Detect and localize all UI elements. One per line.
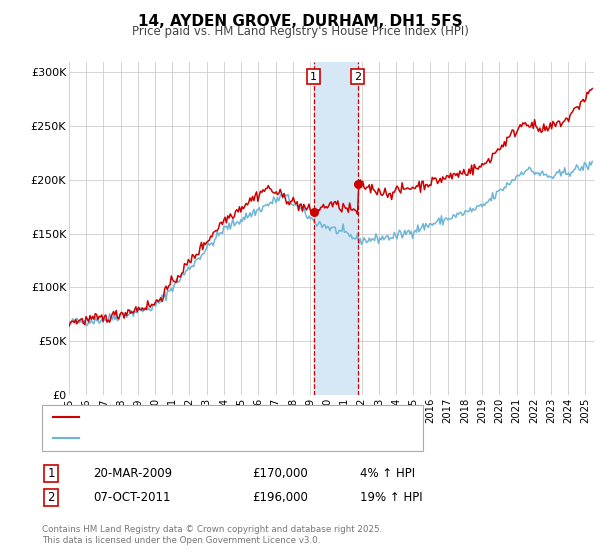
Text: £196,000: £196,000 xyxy=(252,491,308,504)
Text: 20-MAR-2009: 20-MAR-2009 xyxy=(93,466,172,480)
Text: 4% ↑ HPI: 4% ↑ HPI xyxy=(360,466,415,480)
Text: Price paid vs. HM Land Registry's House Price Index (HPI): Price paid vs. HM Land Registry's House … xyxy=(131,25,469,38)
Text: 1: 1 xyxy=(47,466,55,480)
Text: £170,000: £170,000 xyxy=(252,466,308,480)
Text: 19% ↑ HPI: 19% ↑ HPI xyxy=(360,491,422,504)
Text: 07-OCT-2011: 07-OCT-2011 xyxy=(93,491,170,504)
Text: 2: 2 xyxy=(47,491,55,504)
Text: HPI: Average price, detached house, County Durham: HPI: Average price, detached house, Coun… xyxy=(85,433,374,444)
Text: 1: 1 xyxy=(310,72,317,82)
Text: 2: 2 xyxy=(354,72,361,82)
Text: 14, AYDEN GROVE, DURHAM, DH1 5FS: 14, AYDEN GROVE, DURHAM, DH1 5FS xyxy=(137,14,463,29)
Text: 14, AYDEN GROVE, DURHAM, DH1 5FS (detached house): 14, AYDEN GROVE, DURHAM, DH1 5FS (detach… xyxy=(85,412,394,422)
Text: Contains HM Land Registry data © Crown copyright and database right 2025.
This d: Contains HM Land Registry data © Crown c… xyxy=(42,525,382,545)
Bar xyxy=(314,62,358,395)
